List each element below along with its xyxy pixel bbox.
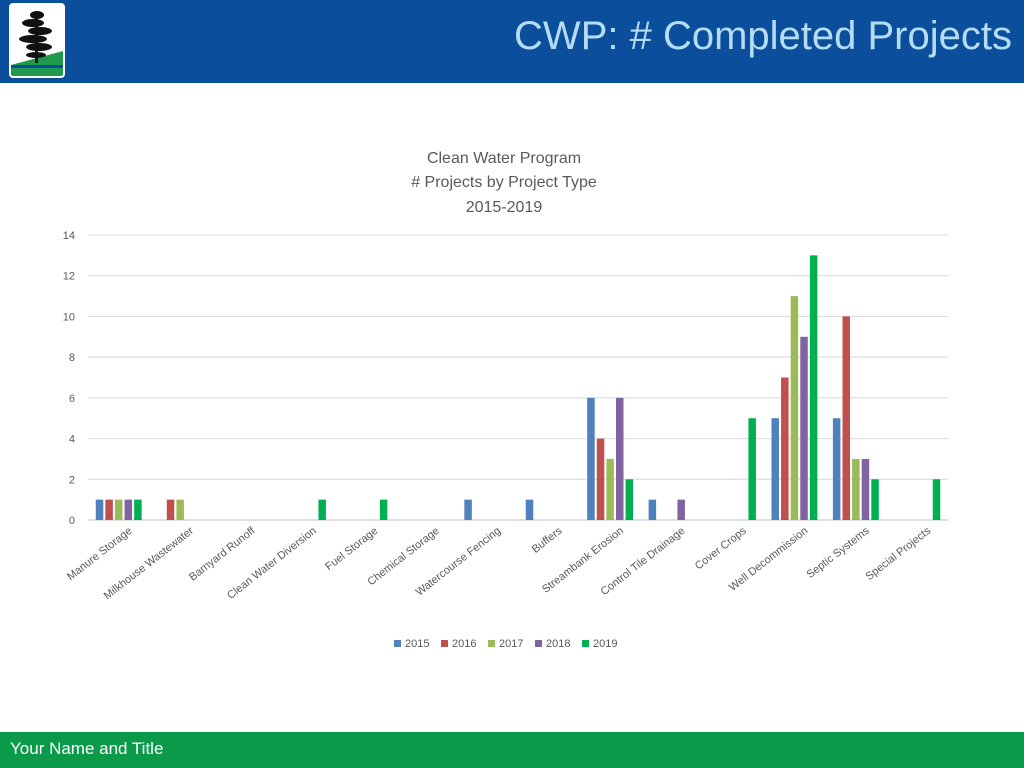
x-tick-label: Special Projects xyxy=(864,525,934,583)
bar-2017 xyxy=(790,296,799,520)
legend-swatch-2016 xyxy=(441,640,448,647)
chart-gridlines xyxy=(88,234,948,521)
bar-2015 xyxy=(648,499,657,520)
pine-tree-logo-icon xyxy=(9,3,65,78)
chart-title: Clean Water Program # Projects by Project… xyxy=(411,150,597,216)
bar-2018 xyxy=(677,499,685,520)
x-tick-label: Cover Crops xyxy=(693,525,749,573)
bar-2016 xyxy=(781,377,789,520)
x-tick-label: Buffers xyxy=(530,525,565,556)
legend-label: 2016 xyxy=(452,638,476,650)
x-tick-label: Fuel Storage xyxy=(323,525,380,573)
y-tick-label: 8 xyxy=(69,352,75,364)
bar-2019 xyxy=(379,499,388,520)
bar-chart: Clean Water Program # Projects by Project… xyxy=(63,150,948,650)
legend-label: 2019 xyxy=(593,638,617,650)
footer-text: Your Name and Title xyxy=(10,739,164,758)
bar-2018 xyxy=(615,397,624,520)
bar-2018 xyxy=(861,458,870,520)
chart-title-line: Clean Water Program xyxy=(427,150,581,167)
y-tick-label: 10 xyxy=(63,311,75,323)
header-bar: CWP: # Completed Projects xyxy=(0,0,1024,83)
bar-2018 xyxy=(800,336,808,520)
bar-2016 xyxy=(596,438,605,520)
legend-swatch-2019 xyxy=(582,640,589,647)
footer-bar: Your Name and Title xyxy=(0,732,1024,768)
bar-2019 xyxy=(932,479,941,520)
legend-swatch-2018 xyxy=(535,640,542,647)
bar-2019 xyxy=(318,499,326,520)
bar-2019 xyxy=(625,479,634,520)
y-tick-label: 0 xyxy=(69,515,75,527)
bar-2016 xyxy=(166,499,175,520)
bar-2018 xyxy=(124,499,133,520)
bar-2019 xyxy=(134,499,142,520)
chart-legend: 2015 2016 2017 2018 2019 xyxy=(394,638,617,650)
bar-2015 xyxy=(464,499,472,520)
y-axis-ticks: 0 2 4 6 8 10 12 14 xyxy=(63,230,75,527)
chart-title-line: # Projects by Project Type xyxy=(411,174,597,191)
x-tick-label: Septic Systems xyxy=(805,525,873,581)
bar-2015 xyxy=(525,499,534,520)
bar-2019 xyxy=(748,418,756,520)
legend-label: 2017 xyxy=(499,638,523,650)
bar-2019 xyxy=(871,479,879,520)
legend-swatch-2015 xyxy=(394,640,401,647)
chart-bars xyxy=(95,255,941,520)
y-tick-label: 6 xyxy=(69,393,75,405)
y-tick-label: 4 xyxy=(69,434,75,446)
y-tick-label: 14 xyxy=(63,230,75,242)
y-tick-label: 2 xyxy=(69,474,75,486)
page-title: CWP: # Completed Projects xyxy=(514,14,1012,58)
bar-2016 xyxy=(842,316,851,520)
legend-swatch-2017 xyxy=(488,640,495,647)
bar-2017 xyxy=(176,499,184,520)
bar-2017 xyxy=(606,458,614,520)
bar-2015 xyxy=(771,418,779,520)
bar-2016 xyxy=(105,499,113,520)
legend-label: 2015 xyxy=(405,638,429,650)
bar-2015 xyxy=(832,418,841,520)
chart-title-line: 2015-2019 xyxy=(466,199,543,216)
bar-2015 xyxy=(95,499,104,520)
bar-2017 xyxy=(852,458,860,520)
bar-2019 xyxy=(809,255,818,520)
bar-2017 xyxy=(114,499,123,520)
bar-2015 xyxy=(587,397,595,520)
y-tick-label: 12 xyxy=(63,271,75,283)
legend-label: 2018 xyxy=(546,638,570,650)
